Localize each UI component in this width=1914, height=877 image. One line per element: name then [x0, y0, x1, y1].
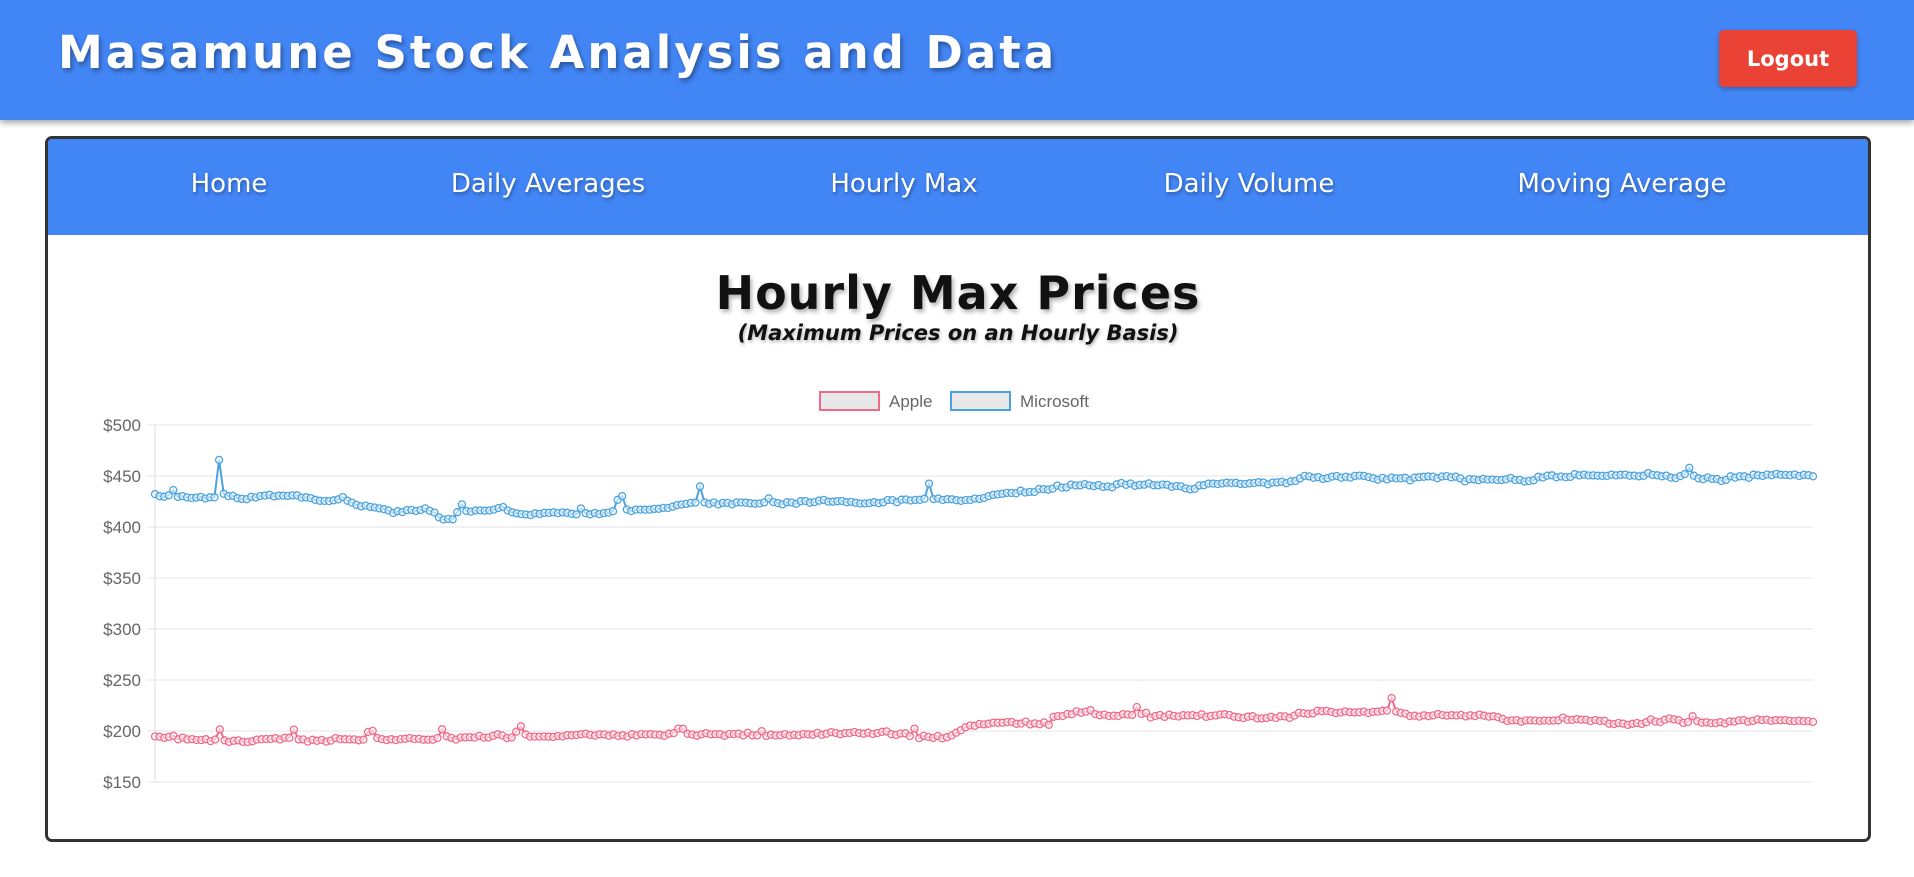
data-point-microsoft — [453, 508, 462, 517]
data-point-microsoft — [608, 507, 618, 516]
y-tick-label: $500 — [103, 416, 141, 435]
legend-swatch-apple — [819, 391, 880, 411]
nav-item-home[interactable]: Home — [190, 169, 268, 199]
data-point-microsoft — [924, 479, 934, 488]
data-point-apple — [905, 731, 915, 741]
data-point-microsoft — [214, 455, 224, 465]
data-point-apple — [757, 726, 766, 736]
data-point-microsoft — [164, 491, 173, 500]
data-point-apple — [368, 726, 377, 736]
data-point-microsoft — [1685, 463, 1694, 472]
data-point-apple — [516, 722, 526, 731]
nav-item-moving-average[interactable]: Moving Average — [1517, 169, 1727, 199]
y-tick-label: $400 — [103, 518, 141, 537]
data-point-microsoft — [448, 515, 457, 524]
data-point-apple — [1382, 706, 1392, 715]
y-tick-label: $450 — [103, 467, 141, 486]
nav-item-daily-averages[interactable]: Daily Averages — [450, 169, 646, 199]
y-tick-label: $250 — [103, 671, 141, 690]
data-point-microsoft — [618, 491, 627, 501]
data-point-microsoft — [572, 510, 581, 519]
data-point-apple — [1688, 712, 1697, 721]
data-point-microsoft — [210, 493, 219, 502]
main-card: Home Daily Averages Hourly Max Daily Vol… — [45, 136, 1871, 842]
nav-item-hourly-max[interactable]: Hourly Max — [830, 169, 978, 199]
data-point-apple — [910, 724, 919, 733]
legend-label-microsoft: Microsoft — [1020, 392, 1089, 411]
legend-swatch-microsoft — [950, 391, 1011, 411]
data-point-apple — [359, 735, 368, 744]
data-point-apple — [507, 733, 516, 742]
data-point-microsoft — [920, 494, 929, 503]
data-point-apple — [1044, 720, 1053, 729]
data-point-microsoft — [1680, 469, 1689, 479]
data-point-apple — [1683, 717, 1693, 727]
data-point-apple — [215, 725, 224, 734]
data-point-microsoft — [169, 485, 178, 495]
data-point-apple — [289, 725, 299, 734]
page-title: Hourly Max Prices — [715, 266, 1201, 320]
app-title: Masamune Stock Analysis and Data — [58, 26, 1058, 79]
data-point-apple — [1387, 693, 1396, 703]
nav-bar: Home Daily Averages Hourly Max Daily Vol… — [48, 139, 1868, 235]
data-point-apple — [211, 735, 220, 744]
data-point-apple — [437, 725, 447, 734]
logout-button[interactable]: Logout — [1719, 30, 1857, 87]
data-point-microsoft — [691, 498, 700, 507]
data-point-apple — [285, 733, 294, 742]
y-tick-label: $150 — [103, 773, 141, 792]
data-point-microsoft — [695, 482, 705, 491]
data-point-microsoft — [457, 500, 467, 509]
y-tick-label: $300 — [103, 620, 141, 639]
data-point-apple — [678, 724, 688, 733]
data-point-apple — [433, 733, 442, 743]
data-point-microsoft — [430, 508, 439, 517]
data-point-apple — [1132, 702, 1141, 712]
data-point-apple — [512, 727, 521, 736]
data-point-microsoft — [1808, 472, 1818, 481]
y-tick-label: $350 — [103, 569, 141, 588]
top-header: Masamune Stock Analysis and Data Logout — [0, 0, 1914, 120]
y-tick-label: $200 — [103, 722, 141, 741]
page-subtitle: (Maximum Prices on an Hourly Basis) — [737, 321, 1179, 345]
legend-label-apple: Apple — [889, 392, 932, 411]
data-point-apple — [1808, 717, 1818, 727]
nav-item-daily-volume[interactable]: Daily Volume — [1163, 169, 1335, 199]
data-point-apple — [1128, 710, 1137, 720]
